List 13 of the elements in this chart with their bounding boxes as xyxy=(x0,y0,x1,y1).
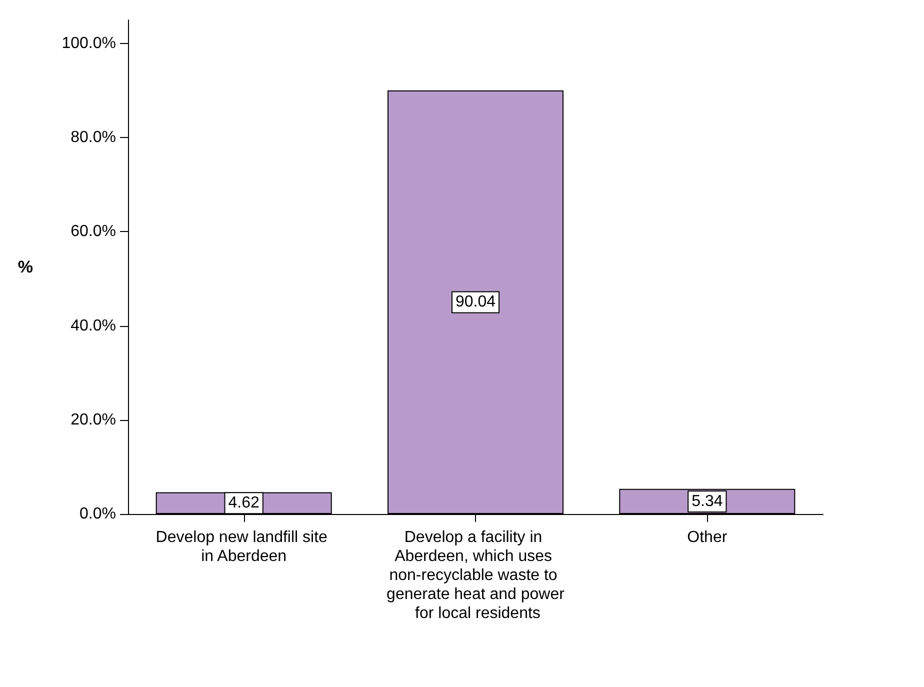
data-label: 90.04 xyxy=(455,294,496,311)
y-tick-label: 0.0% xyxy=(80,506,116,522)
x-tick-label: Other xyxy=(687,529,728,546)
data-label: 4.62 xyxy=(228,494,260,512)
y-axis-title: % xyxy=(18,258,33,276)
y-tick-label: 40.0% xyxy=(70,317,116,334)
y-tick-label: 80.0% xyxy=(70,129,116,146)
x-tick-label: Develop new landfill site in Aberdeen xyxy=(156,529,332,565)
y-tick-label: 60.0% xyxy=(70,223,116,240)
x-tick-label: Develop a facility in Aberdeen, which uses non-recyclable waste to generate heat and power for local residents xyxy=(386,529,566,622)
data-label: 5.34 xyxy=(692,492,723,510)
y-tick-label: 100.0% xyxy=(62,35,116,52)
y-tick-label: 20.0% xyxy=(70,411,116,428)
